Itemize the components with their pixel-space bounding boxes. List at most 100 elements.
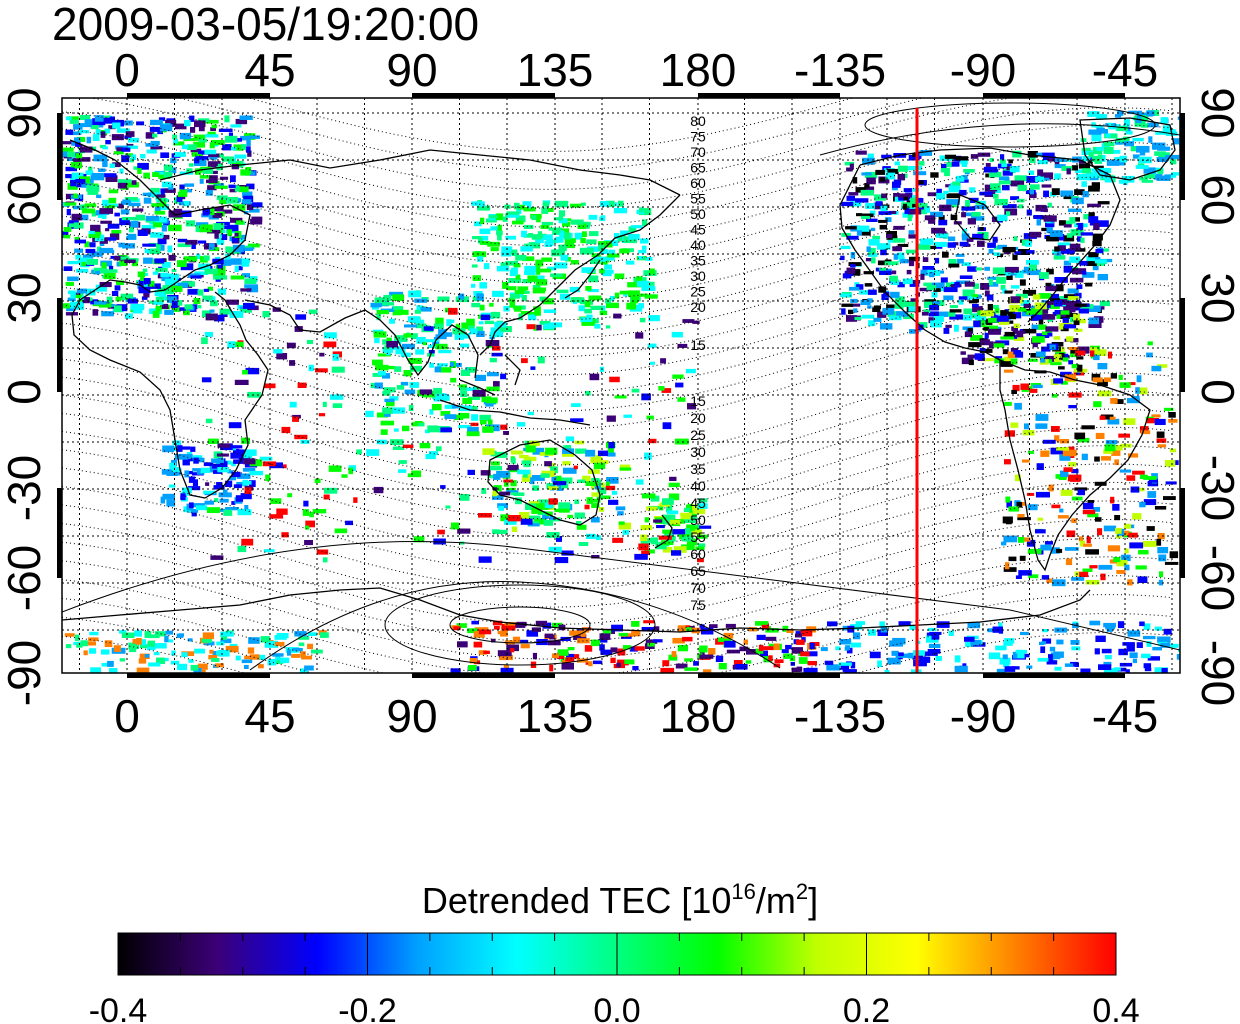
tec-data-patch — [472, 389, 486, 397]
tec-data-patch — [746, 649, 759, 655]
x-tick-label-bottom: -135 — [794, 690, 886, 742]
tec-data-patch — [214, 256, 221, 260]
tec-data-patch — [917, 180, 924, 185]
tec-data-patch — [1015, 575, 1022, 579]
tec-data-patch — [134, 630, 142, 637]
tec-data-patch — [848, 262, 862, 267]
tec-data-patch — [81, 261, 86, 267]
tec-data-patch — [954, 665, 968, 673]
tec-data-patch — [165, 630, 173, 635]
tec-data-patch — [147, 192, 160, 197]
tec-data-patch — [68, 223, 75, 228]
contour-line — [246, 98, 855, 152]
tec-data-patch — [1003, 356, 1012, 364]
tec-data-patch — [435, 343, 448, 350]
tec-data-patch — [631, 621, 640, 627]
frame-tick-left — [57, 298, 62, 392]
tec-data-patch — [865, 203, 875, 209]
tec-data-patch — [672, 374, 684, 379]
tec-data-patch — [1094, 456, 1100, 462]
tec-data-patch — [1033, 215, 1043, 219]
tec-data-patch — [489, 335, 495, 340]
contour-label-north: 60 — [690, 175, 706, 191]
tec-data-patch — [1088, 216, 1099, 223]
tec-data-patch — [163, 164, 173, 171]
tec-data-patch — [78, 157, 91, 162]
tec-data-patch — [233, 448, 240, 454]
tec-data-patch — [582, 475, 591, 482]
tec-data-patch — [1032, 384, 1043, 389]
tec-data-patch — [204, 134, 219, 138]
tec-data-patch — [1095, 432, 1105, 439]
tec-data-patch — [697, 543, 706, 548]
tec-data-patch — [474, 374, 486, 381]
tec-data-patch — [967, 266, 977, 272]
tec-data-patch — [897, 282, 905, 288]
tec-data-patch — [892, 246, 903, 252]
tec-data-patch — [868, 629, 876, 636]
tec-data-patch — [1143, 476, 1157, 480]
tec-data-patch — [575, 448, 587, 454]
tec-data-patch — [1076, 173, 1087, 181]
tec-data-patch — [118, 203, 124, 209]
tec-data-patch — [458, 384, 467, 389]
tec-data-patch — [323, 494, 330, 500]
tec-data-patch — [1044, 355, 1056, 360]
tec-data-patch — [129, 226, 134, 233]
tec-data-patch — [848, 309, 854, 314]
tec-data-patch — [292, 648, 303, 652]
contour-label-north: 65 — [690, 160, 706, 176]
tec-data-patch — [1037, 657, 1049, 662]
tec-data-patch — [1079, 260, 1088, 266]
tec-data-patch — [1071, 518, 1077, 523]
tec-data-patch — [246, 183, 255, 190]
tec-data-patch — [76, 153, 83, 159]
tec-data-patch — [640, 525, 652, 531]
tec-data-patch — [1136, 114, 1142, 119]
tec-data-patch — [959, 241, 969, 247]
tec-data-patch — [928, 311, 939, 317]
tec-data-patch — [888, 210, 897, 214]
tec-data-patch — [548, 486, 559, 490]
tec-data-patch — [903, 196, 909, 201]
tec-data-patch — [319, 632, 329, 638]
tec-data-patch — [177, 238, 188, 243]
tec-data-patch — [102, 160, 108, 168]
tec-data-patch — [156, 194, 166, 198]
tec-data-patch — [859, 290, 869, 295]
tec-data-patch — [1157, 168, 1164, 175]
tec-data-patch — [1164, 407, 1174, 411]
tec-data-patch — [999, 159, 1006, 164]
tec-data-patch — [76, 136, 86, 142]
tec-data-patch — [641, 393, 651, 401]
tec-data-patch — [1011, 326, 1018, 331]
tec-data-patch — [584, 645, 593, 652]
tec-data-patch — [656, 525, 665, 529]
tec-data-patch — [130, 220, 139, 228]
tec-data-patch — [1074, 303, 1088, 307]
tec-data-patch — [1096, 127, 1105, 132]
tec-data-patch — [120, 256, 130, 260]
tec-data-patch — [1053, 354, 1062, 358]
tec-data-patch — [151, 203, 166, 207]
tec-data-patch — [541, 207, 549, 214]
tec-data-patch — [224, 115, 230, 123]
tec-data-patch — [1065, 547, 1079, 551]
tec-data-patch — [693, 661, 699, 666]
tec-data-patch — [500, 262, 508, 267]
tec-data-patch — [879, 270, 892, 275]
tec-data-patch — [76, 183, 86, 188]
tec-data-patch — [669, 476, 677, 481]
tec-data-patch — [274, 635, 287, 640]
tec-data-patch — [489, 331, 504, 338]
tec-data-patch — [484, 320, 494, 325]
tec-data-patch — [471, 302, 481, 308]
tec-data-patch — [861, 172, 872, 176]
tec-data-patch — [961, 212, 966, 218]
tec-data-patch — [875, 169, 885, 175]
tec-data-patch — [587, 469, 600, 474]
tec-data-patch — [968, 342, 982, 348]
tec-data-patch — [1112, 504, 1120, 511]
tec-data-patch — [1078, 308, 1089, 314]
tec-data-patch — [113, 645, 121, 652]
